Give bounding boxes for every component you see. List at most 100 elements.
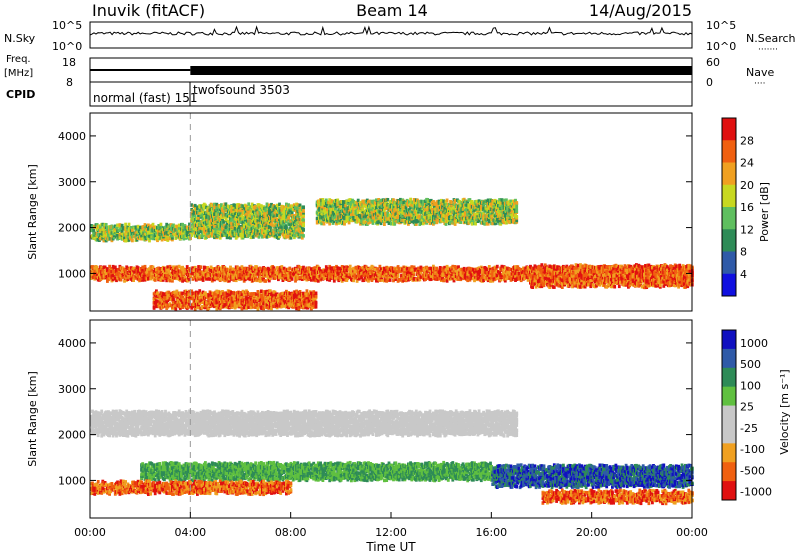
range-cell [272, 301, 276, 305]
range-cell [220, 267, 223, 271]
range-cell [273, 290, 277, 295]
cpid-mode-1: normal (fast) 151 [93, 91, 197, 105]
range-cell [346, 276, 350, 281]
range-cell [282, 304, 286, 308]
range-cell [298, 290, 302, 294]
range-cell [222, 227, 226, 231]
range-cell [376, 267, 379, 271]
range-cell [273, 276, 277, 280]
range-cell [240, 226, 244, 230]
range-cell [95, 272, 99, 277]
range-cell [178, 271, 182, 276]
range-cell [172, 299, 175, 304]
range-cell [234, 227, 238, 231]
range-cell [100, 266, 104, 270]
range-cell [314, 305, 318, 309]
freq-label-1: Freq. [6, 54, 31, 65]
range-cell [457, 265, 460, 269]
range-cell [181, 305, 184, 309]
range-cell [147, 273, 150, 277]
range-cell [348, 274, 352, 279]
range-cell [208, 277, 212, 281]
range-cell [116, 232, 119, 236]
range-cell [246, 296, 249, 301]
range-cell [127, 238, 131, 242]
range-cell [208, 216, 212, 221]
range-cell [164, 294, 167, 299]
range-cell [152, 305, 156, 309]
range-cell [205, 235, 208, 239]
range-cell [387, 276, 391, 280]
range-cell [360, 268, 363, 272]
range-cell [220, 203, 223, 207]
range-cell [172, 297, 175, 301]
range-cell [165, 278, 169, 283]
range-cell [214, 270, 218, 274]
nsky-label: N.Sky [4, 32, 36, 45]
range-cell [233, 212, 237, 217]
range-cell [409, 270, 412, 275]
range-cell [124, 222, 127, 227]
range-cell [167, 268, 171, 272]
range-cell [225, 268, 229, 272]
cpid-label: CPID [6, 88, 35, 101]
range-cell [428, 272, 432, 276]
range-cell [295, 267, 298, 272]
range-cell [241, 289, 245, 294]
range-cell [399, 269, 402, 273]
range-cell [243, 216, 247, 220]
range-cell [292, 272, 296, 277]
range-cell [141, 265, 145, 269]
freq-tick-bottom: 8 [66, 76, 73, 89]
range-cell [239, 268, 243, 272]
range-cell [189, 295, 192, 299]
range-cell [118, 235, 122, 240]
range-cell [314, 300, 318, 305]
range-cell [399, 278, 402, 282]
range-cell [495, 264, 499, 269]
range-cell [113, 276, 117, 281]
nave-tick-top: 60 [706, 56, 720, 69]
range-cell [411, 275, 415, 279]
range-cell [100, 234, 104, 239]
range-cell [388, 278, 392, 282]
range-cell [264, 292, 268, 296]
range-cell [177, 264, 181, 269]
range-cell [245, 306, 248, 310]
range-cell [339, 277, 343, 281]
range-cell [258, 291, 262, 296]
range-cell [141, 269, 145, 274]
range-cell [314, 278, 318, 283]
range-cell [286, 270, 289, 274]
range-cell [334, 276, 337, 280]
nave-tick-bottom: 0 [706, 76, 713, 89]
freq-panel: Freq. [MHz] 18 8 60 0 Nave ···· [4, 54, 774, 89]
range-cell [234, 267, 238, 272]
range-cell [103, 270, 107, 274]
range-cell [238, 294, 241, 298]
range-cell [113, 265, 117, 269]
freq-tick-top: 18 [62, 56, 76, 69]
range-cell [230, 221, 233, 226]
range-cell [143, 274, 147, 279]
range-cell [111, 267, 115, 272]
range-cell [345, 268, 349, 273]
range-cell [245, 212, 248, 216]
range-cell [228, 233, 231, 237]
range-cell [255, 304, 259, 308]
range-cell [204, 305, 207, 310]
range-cell [124, 239, 127, 243]
range-cell [305, 289, 309, 293]
range-cell [474, 270, 477, 275]
range-cell [111, 275, 115, 279]
range-cell [359, 273, 362, 278]
range-cell [278, 301, 281, 305]
range-cell [175, 272, 179, 276]
range-cell [253, 292, 256, 296]
range-cell [205, 300, 208, 305]
range-cell [452, 266, 456, 271]
range-cell [160, 238, 164, 242]
range-cell [123, 236, 126, 240]
range-cell [269, 276, 272, 281]
range-cell [332, 266, 336, 270]
